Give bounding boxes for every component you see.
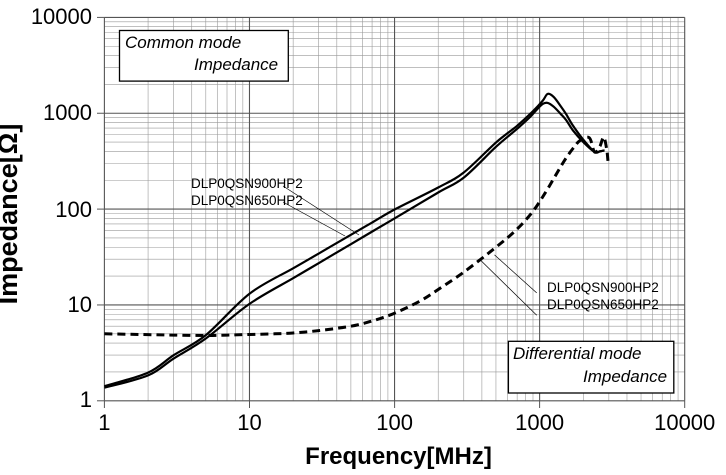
svg-text:100: 100: [55, 197, 92, 222]
svg-text:10: 10: [68, 292, 92, 317]
svg-text:DLP0QSN900HP2: DLP0QSN900HP2: [191, 176, 303, 191]
svg-text:1000: 1000: [43, 100, 92, 125]
svg-text:10000: 10000: [654, 410, 715, 435]
svg-text:1000: 1000: [515, 410, 564, 435]
svg-text:100: 100: [376, 410, 413, 435]
svg-text:1: 1: [98, 410, 110, 435]
svg-text:10: 10: [237, 410, 261, 435]
svg-text:1: 1: [80, 387, 92, 412]
svg-text:Impedance[Ω]: Impedance[Ω]: [0, 124, 23, 305]
svg-text:DLP0QSN650HP2: DLP0QSN650HP2: [191, 193, 303, 208]
svg-text:Differential mode: Differential mode: [513, 344, 642, 363]
svg-text:Frequency[MHz]: Frequency[MHz]: [305, 443, 492, 470]
svg-text:10000: 10000: [31, 4, 92, 29]
svg-text:Impedance: Impedance: [583, 367, 667, 386]
svg-text:Common mode: Common mode: [125, 33, 241, 52]
svg-text:DLP0QSN650HP2: DLP0QSN650HP2: [547, 297, 659, 312]
svg-text:Impedance: Impedance: [194, 55, 278, 74]
svg-text:DLP0QSN900HP2: DLP0QSN900HP2: [547, 280, 659, 295]
